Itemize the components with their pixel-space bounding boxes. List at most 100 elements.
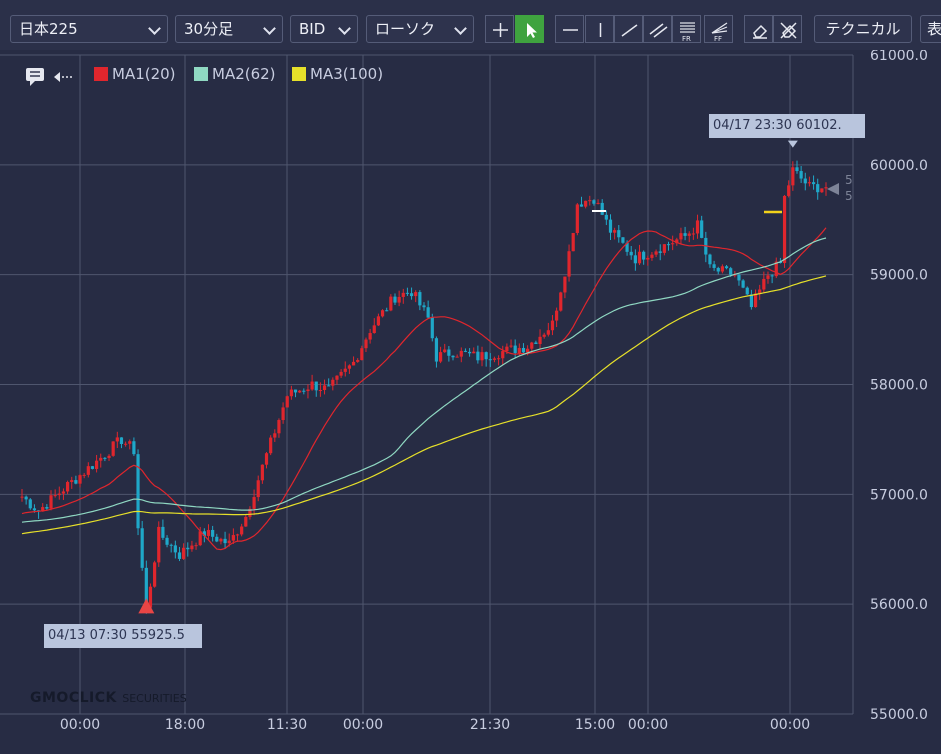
candle-body	[567, 251, 571, 277]
candle-body	[513, 345, 517, 354]
candle-body	[671, 243, 675, 245]
candle-body	[356, 360, 360, 362]
candle-body	[240, 526, 244, 535]
candle-body	[61, 491, 66, 494]
candle-body	[90, 466, 95, 469]
ma1-swatch	[94, 67, 108, 81]
low-price-callout: 04/13 07:30 55925.5	[44, 624, 202, 648]
candle-body	[153, 562, 157, 587]
ma2-label: MA2(62)	[212, 65, 276, 83]
candle-body	[119, 437, 124, 444]
candle-body	[675, 239, 679, 244]
candle-body	[816, 184, 820, 193]
candle-body	[223, 538, 227, 544]
price-side-select[interactable]: BID	[290, 15, 358, 43]
technical-label: テクニカル	[825, 20, 901, 38]
x-tick-label: 11:30	[267, 717, 307, 733]
legend-ma3: MA3(100)	[292, 64, 383, 84]
candle-body	[53, 495, 57, 497]
chevron-down-icon	[454, 22, 467, 35]
chart-style-select[interactable]: ローソク	[366, 15, 474, 43]
candle-body	[256, 480, 260, 498]
candle-body	[633, 255, 637, 264]
vertical-line-tool-button[interactable]	[585, 15, 614, 43]
overflow-label: 表	[927, 20, 941, 38]
candle-body	[621, 237, 625, 243]
candle-body	[273, 433, 277, 438]
erase-all-tool-button[interactable]	[773, 15, 802, 43]
candle-body	[463, 350, 468, 352]
candle-body	[753, 293, 758, 308]
comment-button[interactable]	[24, 66, 48, 88]
trendline-tool-button[interactable]	[614, 15, 643, 43]
ma-line-2	[21, 237, 827, 523]
candle-body	[509, 345, 513, 347]
candle-body	[625, 242, 629, 252]
candle-body	[269, 437, 273, 454]
ma-line-3	[21, 275, 827, 535]
candle-body	[811, 182, 816, 185]
candle-body	[28, 499, 32, 509]
legend-ma1: MA1(20)	[94, 64, 176, 84]
candle-body	[310, 381, 314, 390]
x-tick-label: 18:00	[165, 717, 205, 733]
crosshair-tool-button[interactable]	[485, 15, 514, 43]
candle-body	[376, 316, 381, 326]
fibonacci-fan-icon: FF	[711, 22, 728, 43]
price-chart[interactable]: 55000.0 56000.0 57000.0 58000.0 59000.0 60000…	[0, 50, 941, 754]
candle-body	[260, 464, 264, 481]
candle-body	[770, 275, 774, 277]
candle-body	[124, 443, 128, 445]
candle-body	[492, 358, 497, 360]
candle-body	[211, 529, 215, 537]
candle-body	[666, 244, 671, 246]
symbol-select[interactable]: 日本225	[10, 15, 168, 43]
candle-body	[745, 287, 749, 295]
horizontal-line-tool-button[interactable]	[555, 15, 584, 43]
y-tick-label: 56000.0	[870, 597, 928, 613]
candle-body	[737, 274, 741, 281]
candle-body	[335, 375, 339, 380]
candle-body	[662, 244, 666, 253]
eraser-tool-button[interactable]	[744, 15, 773, 43]
high-callout-pointer	[787, 140, 798, 148]
candle-body	[393, 296, 397, 303]
candle-body	[94, 460, 99, 469]
fibonacci-fan-tool-button[interactable]: FF	[704, 15, 733, 43]
candle-body	[132, 441, 136, 455]
candle-body	[430, 317, 434, 339]
candle-body	[107, 455, 111, 458]
candle-body	[749, 294, 754, 308]
candle-body	[787, 185, 791, 196]
candle-body	[248, 508, 252, 517]
parallel-line-tool-button[interactable]	[643, 15, 672, 43]
candle-body	[49, 495, 53, 509]
candle-body	[646, 257, 650, 260]
grid	[0, 54, 854, 715]
technical-button[interactable]: テクニカル	[814, 15, 912, 43]
chevron-down-icon	[148, 22, 161, 35]
candle-body	[447, 349, 451, 356]
chevron-down-icon	[263, 22, 276, 35]
candle-body	[318, 390, 322, 392]
timeframe-select[interactable]: 30分足	[175, 15, 283, 43]
candle-body	[298, 390, 302, 393]
candle-body	[472, 351, 476, 354]
candle-body	[733, 274, 737, 276]
pointer-tool-button[interactable]	[515, 15, 544, 43]
candle-body	[724, 266, 729, 269]
moving-average-lines	[21, 227, 827, 551]
y-tick-label: 60000.0	[870, 158, 928, 174]
timeframe-label: 30分足	[184, 20, 234, 38]
candle-body	[720, 266, 724, 272]
y-tick-label: 61000.0	[870, 50, 928, 64]
candle-body	[451, 355, 455, 358]
candle-body	[368, 333, 372, 340]
candle-body	[820, 188, 824, 193]
collapse-legend-button[interactable]	[52, 68, 78, 86]
candle-body	[144, 567, 148, 608]
fibonacci-retracement-tool-button[interactable]: FR	[672, 15, 701, 43]
candle-body	[766, 275, 770, 279]
overflow-button[interactable]: 表	[920, 15, 941, 43]
y-tick-label: 55000.0	[870, 707, 928, 723]
